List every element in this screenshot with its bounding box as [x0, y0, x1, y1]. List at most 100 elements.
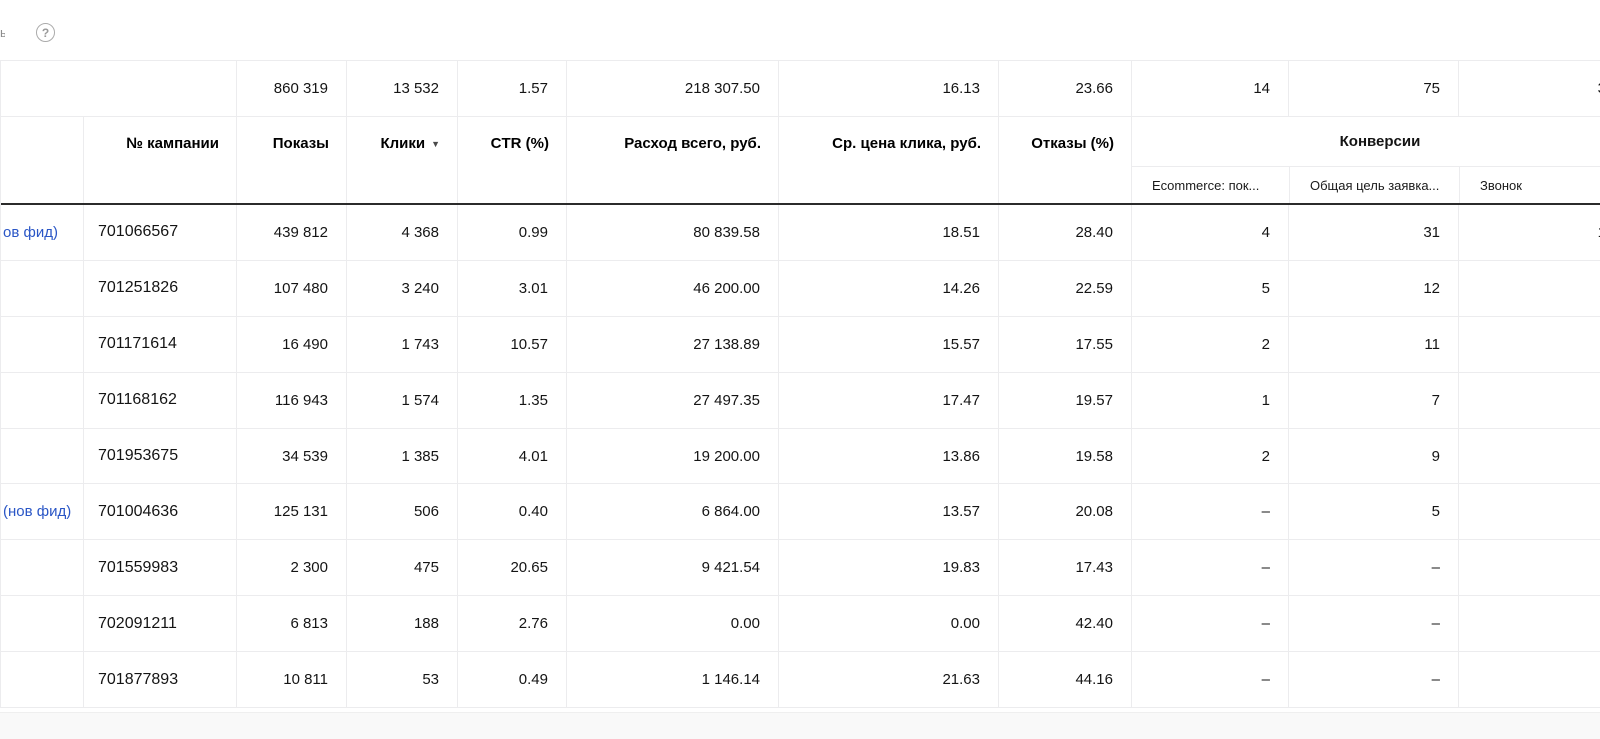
cell-clicks: 4 368	[346, 205, 457, 260]
cell-ecommerce: –	[1131, 540, 1288, 596]
cell-goal: 12	[1288, 260, 1458, 316]
cell-ecommerce: –	[1131, 652, 1288, 708]
campaign-name-link[interactable]	[1, 540, 83, 595]
cell-bounce: 44.16	[998, 652, 1131, 708]
cell-ecommerce: 5	[1131, 260, 1288, 316]
cell-impressions: 34 539	[236, 428, 346, 484]
campaign-name-link[interactable]	[1, 317, 83, 372]
header-conversions-group: Конверсии Ecommerce: пок... Общая цель з…	[1131, 117, 1600, 203]
cell-cpc: 17.47	[778, 372, 998, 428]
header-cpc[interactable]: Ср. цена клика, руб.	[778, 117, 998, 203]
cell-campaign-id: 701171614	[83, 316, 236, 372]
summary-ctr: 1.57	[457, 61, 566, 116]
cell-campaign-id: 702091211	[83, 596, 236, 652]
cell-ctr: 2.76	[457, 596, 566, 652]
summary-cpc: 16.13	[778, 61, 998, 116]
header-ctr[interactable]: CTR (%)	[457, 117, 566, 203]
campaign-name-link[interactable]	[1, 373, 83, 428]
summary-call-partial: 3	[1458, 61, 1600, 116]
cell-impressions: 116 943	[236, 372, 346, 428]
cell-call	[1458, 540, 1600, 596]
table-row: 702091211 6 813 188 2.76 0.00 0.00 42.40…	[1, 596, 1600, 653]
header-bounce[interactable]: Отказы (%)	[998, 117, 1131, 203]
cell-spend: 80 839.58	[566, 205, 778, 260]
subheader-ecommerce[interactable]: Ecommerce: пок...	[1152, 177, 1260, 193]
clipped-text-fragment: ы	[0, 26, 5, 40]
cell-ecommerce: –	[1131, 484, 1288, 540]
table-row: 701171614 16 490 1 743 10.57 27 138.89 1…	[1, 316, 1600, 373]
cell-call: 1	[1458, 205, 1600, 260]
campaign-name-link[interactable]: ов фид)	[3, 223, 58, 241]
page-background-strip	[0, 712, 1600, 739]
cell-bounce: 20.08	[998, 484, 1131, 540]
cell-clicks: 1 385	[346, 428, 457, 484]
campaign-name-link[interactable]	[1, 261, 83, 316]
summary-ecommerce: 14	[1131, 61, 1288, 116]
cell-ctr: 10.57	[457, 316, 566, 372]
cell-goal: –	[1288, 540, 1458, 596]
cell-bounce: 19.58	[998, 428, 1131, 484]
subheader-call[interactable]: Звонок	[1459, 167, 1600, 203]
campaign-stats-table: 860 319 13 532 1.57 218 307.50 16.13 23.…	[0, 60, 1600, 709]
cell-spend: 1 146.14	[566, 652, 778, 708]
table-row: 701953675 34 539 1 385 4.01 19 200.00 13…	[1, 428, 1600, 485]
table-row: 701559983 2 300 475 20.65 9 421.54 19.83…	[1, 540, 1600, 597]
campaign-name-link[interactable]: (нов фид)	[3, 503, 72, 521]
campaign-name-link[interactable]	[1, 652, 83, 707]
cell-cpc: 18.51	[778, 205, 998, 260]
campaign-name-link[interactable]	[1, 596, 83, 651]
table-row: 701168162 116 943 1 574 1.35 27 497.35 1…	[1, 372, 1600, 429]
cell-campaign-id: 701168162	[83, 372, 236, 428]
cell-goal: 5	[1288, 484, 1458, 540]
cell-call	[1458, 484, 1600, 540]
cell-cpc: 13.86	[778, 428, 998, 484]
cell-spend: 46 200.00	[566, 260, 778, 316]
header-conversions[interactable]: Конверсии	[1132, 117, 1600, 167]
summary-blank-cell	[1, 61, 236, 116]
cell-ctr: 0.99	[457, 205, 566, 260]
cell-campaign-id: 701004636	[83, 484, 236, 540]
cell-ctr: 1.35	[457, 372, 566, 428]
cell-impressions: 10 811	[236, 652, 346, 708]
cell-bounce: 17.43	[998, 540, 1131, 596]
cell-ecommerce: 1	[1131, 372, 1288, 428]
cell-ecommerce: 4	[1131, 205, 1288, 260]
table-row: 701251826 107 480 3 240 3.01 46 200.00 1…	[1, 260, 1600, 317]
cell-call	[1458, 260, 1600, 316]
cell-ecommerce: 2	[1131, 428, 1288, 484]
cell-impressions: 125 131	[236, 484, 346, 540]
cell-call	[1458, 652, 1600, 708]
cell-impressions: 107 480	[236, 260, 346, 316]
cell-goal: 11	[1288, 316, 1458, 372]
cell-ctr: 4.01	[457, 428, 566, 484]
cell-ecommerce: –	[1131, 596, 1288, 652]
cell-campaign-id: 701559983	[83, 540, 236, 596]
subheader-goal[interactable]: Общая цель заявка...	[1289, 167, 1459, 203]
conversions-subheader-row: Ecommerce: пок... Общая цель заявка... З…	[1132, 167, 1600, 203]
cell-clicks: 506	[346, 484, 457, 540]
cell-spend: 9 421.54	[566, 540, 778, 596]
header-spend[interactable]: Расход всего, руб.	[566, 117, 778, 203]
sort-desc-icon: ▼	[431, 139, 440, 149]
cell-ctr: 0.49	[457, 652, 566, 708]
cell-ctr: 0.40	[457, 484, 566, 540]
cell-call	[1458, 428, 1600, 484]
cell-goal: 31	[1288, 205, 1458, 260]
header-campaign[interactable]: № кампании	[83, 117, 236, 203]
cell-campaign-id: 701877893	[83, 652, 236, 708]
cell-impressions: 16 490	[236, 316, 346, 372]
header-impressions[interactable]: Показы	[236, 117, 346, 203]
header-clicks[interactable]: Клики ▼	[346, 117, 457, 203]
cell-bounce: 22.59	[998, 260, 1131, 316]
summary-clicks: 13 532	[346, 61, 457, 116]
cell-goal: 9	[1288, 428, 1458, 484]
cell-call	[1458, 372, 1600, 428]
top-bar: ы ?	[0, 0, 1600, 60]
cell-clicks: 3 240	[346, 260, 457, 316]
cell-bounce: 28.40	[998, 205, 1131, 260]
cell-clicks: 188	[346, 596, 457, 652]
help-icon[interactable]: ?	[36, 23, 55, 42]
cell-call	[1458, 596, 1600, 652]
campaign-name-link[interactable]	[1, 429, 83, 484]
